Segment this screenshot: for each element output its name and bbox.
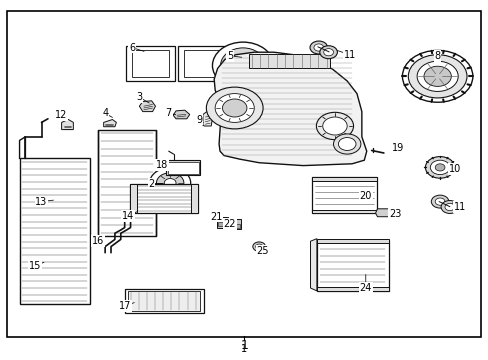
Bar bbox=[311, 210, 376, 213]
Text: 20: 20 bbox=[359, 191, 371, 201]
Bar bbox=[316, 239, 388, 243]
Text: 19: 19 bbox=[391, 143, 404, 153]
Text: 3: 3 bbox=[136, 92, 142, 102]
Polygon shape bbox=[375, 209, 393, 217]
Circle shape bbox=[313, 44, 323, 51]
Bar bbox=[132, 50, 169, 77]
Ellipse shape bbox=[220, 48, 265, 83]
Bar bbox=[178, 46, 226, 81]
Text: 6: 6 bbox=[129, 42, 135, 53]
Text: 8: 8 bbox=[434, 51, 440, 61]
Bar bbox=[217, 217, 227, 228]
Circle shape bbox=[434, 198, 444, 205]
Circle shape bbox=[156, 173, 183, 193]
Text: 1: 1 bbox=[241, 344, 247, 354]
Bar bbox=[98, 130, 155, 236]
Circle shape bbox=[309, 41, 327, 54]
Ellipse shape bbox=[231, 57, 254, 74]
Text: 18: 18 bbox=[156, 160, 168, 170]
Text: 2: 2 bbox=[148, 179, 154, 189]
Bar bbox=[126, 46, 175, 81]
Text: 17: 17 bbox=[118, 301, 131, 311]
Bar bbox=[166, 160, 200, 175]
Polygon shape bbox=[310, 239, 316, 291]
Circle shape bbox=[215, 94, 254, 122]
Circle shape bbox=[322, 117, 346, 135]
Circle shape bbox=[323, 49, 333, 56]
Polygon shape bbox=[203, 111, 212, 126]
Bar bbox=[129, 184, 198, 213]
Circle shape bbox=[319, 46, 337, 59]
Bar bbox=[183, 50, 221, 77]
Text: 21: 21 bbox=[209, 212, 222, 222]
Text: 15: 15 bbox=[29, 261, 41, 271]
Text: 11: 11 bbox=[452, 202, 465, 212]
Circle shape bbox=[333, 134, 360, 154]
Text: 4: 4 bbox=[102, 108, 108, 118]
Bar bbox=[218, 222, 226, 226]
Text: 12: 12 bbox=[55, 110, 67, 120]
Text: 13: 13 bbox=[35, 197, 48, 207]
Text: 1: 1 bbox=[240, 339, 248, 352]
Polygon shape bbox=[173, 110, 189, 119]
Circle shape bbox=[222, 99, 246, 117]
Circle shape bbox=[434, 164, 444, 171]
Circle shape bbox=[430, 195, 448, 208]
Circle shape bbox=[316, 112, 353, 140]
Bar bbox=[229, 219, 240, 229]
Bar bbox=[316, 287, 388, 291]
Text: 10: 10 bbox=[447, 164, 460, 174]
Text: 9: 9 bbox=[196, 114, 202, 125]
Text: 7: 7 bbox=[165, 108, 171, 118]
Bar bbox=[311, 177, 376, 213]
Text: 22: 22 bbox=[223, 219, 236, 229]
Circle shape bbox=[429, 160, 449, 175]
Text: 23: 23 bbox=[388, 209, 401, 219]
Text: 5: 5 bbox=[226, 51, 232, 61]
Text: 11: 11 bbox=[343, 50, 355, 60]
Circle shape bbox=[255, 244, 262, 249]
Circle shape bbox=[206, 87, 263, 129]
Circle shape bbox=[164, 179, 176, 187]
Circle shape bbox=[440, 201, 458, 213]
Polygon shape bbox=[103, 120, 116, 127]
Text: 25: 25 bbox=[256, 246, 268, 256]
Bar bbox=[124, 289, 203, 313]
Polygon shape bbox=[61, 120, 73, 130]
Circle shape bbox=[402, 50, 472, 102]
Bar bbox=[20, 158, 90, 304]
Bar bbox=[129, 184, 137, 213]
Bar bbox=[128, 291, 200, 311]
Circle shape bbox=[425, 157, 454, 178]
Bar bbox=[249, 54, 329, 68]
Text: 24: 24 bbox=[359, 283, 371, 293]
Bar bbox=[168, 162, 198, 174]
Bar bbox=[230, 224, 239, 228]
Circle shape bbox=[407, 55, 466, 98]
Circle shape bbox=[252, 242, 265, 251]
Ellipse shape bbox=[212, 42, 273, 89]
Circle shape bbox=[423, 66, 450, 86]
Circle shape bbox=[149, 168, 190, 198]
Polygon shape bbox=[214, 52, 366, 166]
Text: 16: 16 bbox=[91, 236, 104, 246]
Bar bbox=[316, 240, 388, 291]
Bar bbox=[190, 184, 198, 213]
Circle shape bbox=[444, 203, 454, 211]
Circle shape bbox=[416, 61, 457, 91]
Bar bbox=[311, 177, 376, 181]
Circle shape bbox=[338, 138, 355, 150]
Polygon shape bbox=[139, 101, 155, 112]
Text: 14: 14 bbox=[122, 211, 134, 221]
